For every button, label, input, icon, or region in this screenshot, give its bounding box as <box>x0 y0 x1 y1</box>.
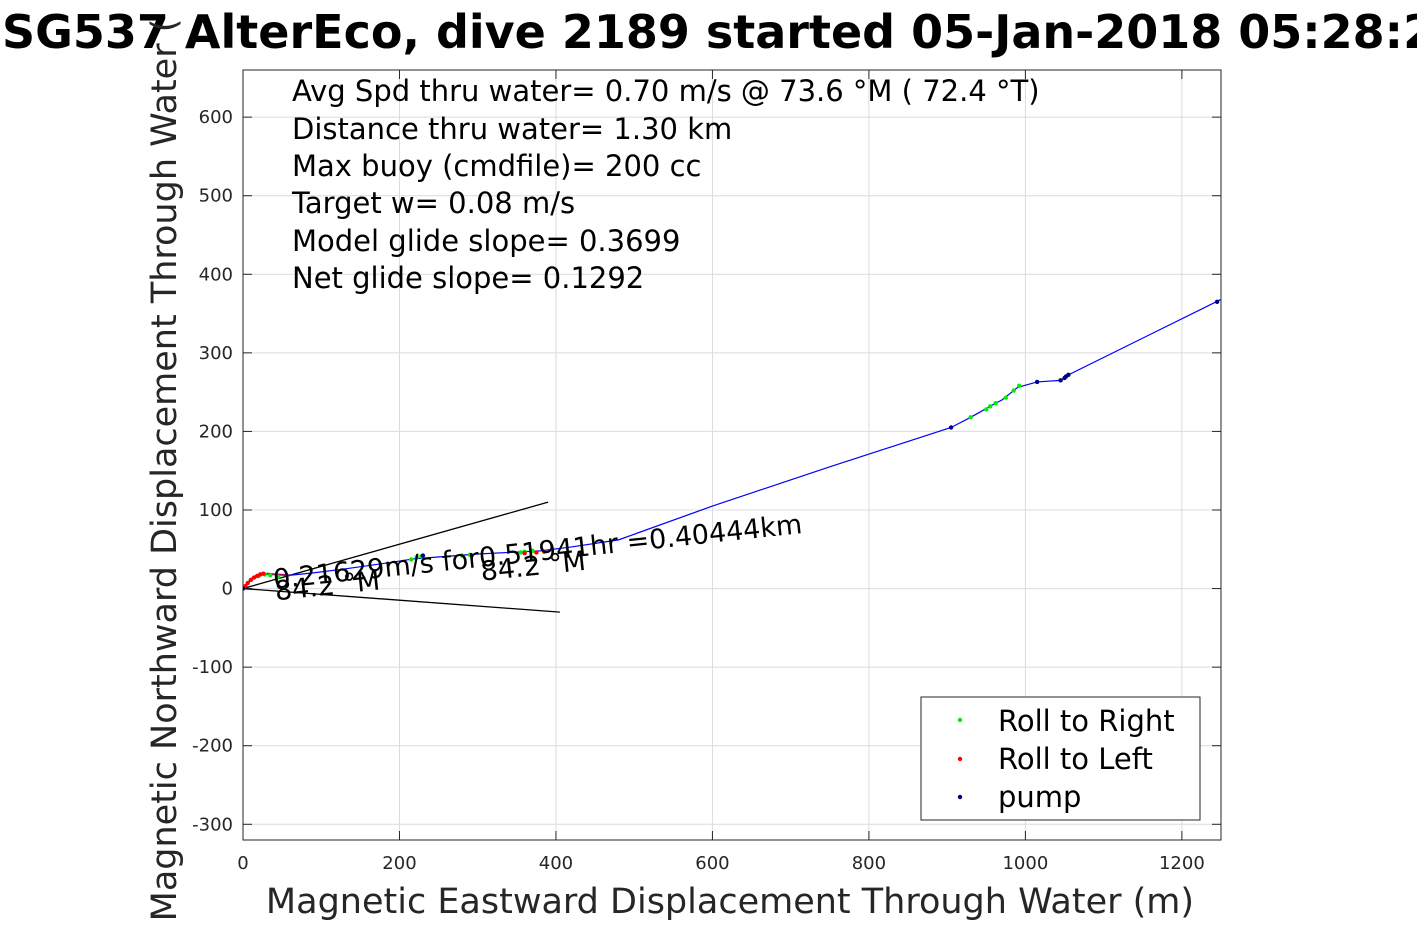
plot-area <box>242 69 1222 841</box>
y-tick-label: 0 <box>222 579 233 600</box>
roll-to-right-point <box>467 552 473 557</box>
roll-to-right-point <box>530 548 535 554</box>
y-tick-label: 300 <box>199 343 233 364</box>
data-layer <box>243 298 1221 613</box>
legend-marker-pump <box>957 794 963 800</box>
x-tick-label: 200 <box>382 853 416 874</box>
legend-label-roll-left: Roll to Left <box>998 742 1153 776</box>
legend-label-roll-right: Roll to Right <box>998 704 1175 738</box>
roll-to-left-point <box>248 577 254 583</box>
y-tick-label: 400 <box>199 264 233 285</box>
pump-point <box>1214 299 1220 304</box>
legend-label-pump: pump <box>998 780 1081 814</box>
pump-point <box>243 586 246 591</box>
y-tick-label: -200 <box>192 736 233 757</box>
pump-point <box>1066 372 1071 378</box>
info-net-glide: Net glide slope= 0.1292 <box>292 261 644 295</box>
info-avg-speed: Avg Spd thru water= 0.70 m/s @ 73.6 °M (… <box>292 74 1040 108</box>
y-tick-label: 500 <box>199 186 233 207</box>
legend-marker-roll-right <box>957 717 963 723</box>
info-text-block: Avg Spd thru water= 0.70 m/s @ 73.6 °M (… <box>291 74 1040 295</box>
tick-labels: 0 200 400 600 800 1000 1200 -300 -200 -100 0 100 200… <box>192 107 1205 874</box>
y-tick-label: 100 <box>199 500 233 521</box>
roll-to-right-point <box>459 553 465 558</box>
roll-to-right-point <box>1011 388 1016 393</box>
x-tick-label: 800 <box>852 853 886 874</box>
info-distance: Distance thru water= 1.30 km <box>292 112 732 146</box>
legend: Roll to Right Roll to Left pump <box>920 696 1201 821</box>
y-tick-label: 200 <box>199 421 233 442</box>
x-axis-label: Magnetic Eastward Displacement Through W… <box>266 882 1194 922</box>
legend-box <box>920 696 1201 821</box>
roll-to-right-point <box>984 407 989 412</box>
roll-to-right-point <box>518 550 523 555</box>
x-tick-label: 600 <box>695 853 729 874</box>
roll-to-left-point <box>522 551 527 556</box>
pump-point <box>1058 378 1063 383</box>
roll-to-left-point <box>261 571 266 576</box>
pump-point <box>420 553 426 558</box>
roll-to-right-point <box>1016 383 1022 389</box>
x-tick-label: 1000 <box>1002 853 1048 874</box>
y-tick-label: -100 <box>192 657 233 678</box>
x-tick-label: 1200 <box>1159 853 1205 874</box>
pump-point <box>948 425 954 430</box>
roll-to-right-point <box>1003 395 1009 400</box>
roll-to-right-point <box>414 554 419 560</box>
roll-to-right-point <box>987 404 993 409</box>
roll-to-right-point <box>276 574 281 579</box>
legend-marker-roll-left <box>957 756 963 762</box>
info-model-glide: Model glide slope= 0.3699 <box>292 224 680 258</box>
roll-to-right-point <box>409 557 414 562</box>
y-tick-label: -300 <box>192 814 233 835</box>
chart-title: SG537 AlterEco, dive 2189 started 05-Jan… <box>2 5 1417 59</box>
roll-to-left-point <box>542 549 547 554</box>
roll-to-right-point <box>993 400 998 406</box>
grid <box>242 70 1221 840</box>
heading-line <box>243 587 560 613</box>
x-tick-label: 400 <box>539 853 573 874</box>
info-max-buoy: Max buoy (cmdfile)= 200 cc <box>292 149 701 183</box>
heading-line <box>243 501 549 590</box>
roll-to-left-point <box>245 580 250 586</box>
pump-point <box>1034 379 1040 385</box>
roll-to-right-point <box>968 415 973 420</box>
roll-to-left-point <box>534 550 539 555</box>
x-tick-label: 0 <box>237 853 248 874</box>
info-target-w: Target w= 0.08 m/s <box>291 186 575 220</box>
y-axis-label: Magnetic Northward Displacement Through … <box>145 19 185 922</box>
y-tick-label: 600 <box>199 107 233 128</box>
roll-to-right-point <box>268 573 273 578</box>
